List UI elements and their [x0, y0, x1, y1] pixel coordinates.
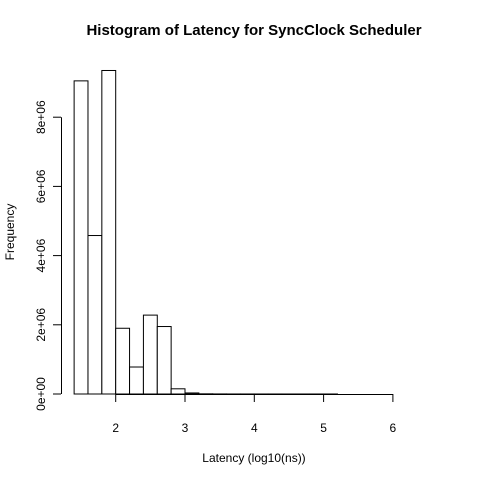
x-axis: 2 3 4 5 6 — [112, 394, 397, 435]
y-axis-label: Frequency — [3, 204, 17, 261]
y-tick-label: 4e+06 — [34, 238, 48, 272]
histogram-bar — [101, 69, 117, 395]
x-tick-label: 2 — [112, 421, 119, 435]
x-tick-label: 5 — [320, 421, 327, 435]
histogram-bar — [142, 314, 158, 395]
y-tick-label: 8e+06 — [34, 100, 48, 134]
histogram-bar — [87, 235, 103, 395]
y-tick-label: 2e+06 — [34, 308, 48, 342]
histogram-bars — [73, 69, 338, 395]
x-tick-label: 3 — [182, 421, 189, 435]
y-axis: 0e+00 2e+06 4e+06 6e+06 8e+06 — [34, 100, 62, 411]
histogram-bar — [115, 327, 131, 395]
y-tick-label: 6e+06 — [34, 169, 48, 203]
histogram-bar — [129, 366, 144, 395]
histogram-bar — [156, 326, 172, 395]
y-tick-label: 0e+00 — [34, 377, 48, 411]
histogram-bar — [73, 80, 89, 395]
x-axis-label: Latency (log10(ns)) — [202, 451, 305, 465]
histogram-bar — [184, 392, 200, 395]
x-tick-label: 6 — [390, 421, 397, 435]
chart-title: Histogram of Latency for SyncClock Sched… — [86, 22, 421, 39]
x-tick-label: 4 — [251, 421, 258, 435]
histogram-bar — [170, 388, 186, 395]
